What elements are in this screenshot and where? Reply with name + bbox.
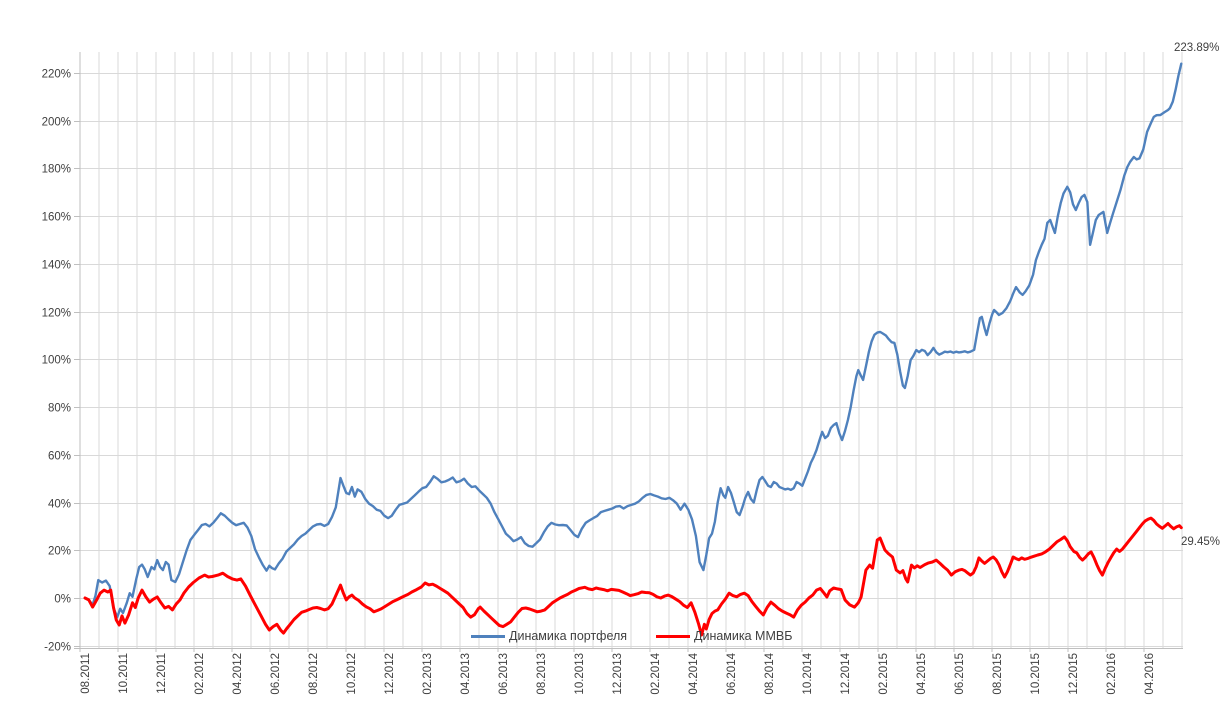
x-axis-tick-label: 08.2011 (80, 653, 92, 694)
legend-label-mmvb: Динамика ММВБ (694, 629, 793, 643)
x-axis-tick-label: 12.2013 (612, 653, 624, 695)
x-axis-tick-label: 08.2012 (308, 653, 320, 695)
legend-line-mmvb-icon (656, 634, 690, 638)
x-axis-tick-label: 04.2014 (688, 652, 700, 694)
x-axis-tick-label: 02.2013 (422, 653, 434, 695)
y-axis-tick-label: 160% (42, 212, 71, 224)
x-axis-tick-label: 06.2013 (498, 653, 510, 695)
y-axis-tick-label: 100% (42, 355, 71, 367)
portfolio-final-value-label: 223.89% (1174, 42, 1220, 54)
x-axis-tick-label: 06.2012 (270, 653, 282, 695)
x-axis-tick-label: 10.2011 (118, 653, 130, 694)
x-axis-tick-label: 04.2016 (1144, 653, 1156, 695)
y-axis-tick-label: 220% (42, 69, 71, 81)
y-axis-tick-label: 120% (42, 308, 71, 320)
series-line-portfolio[interactable] (83, 62, 1183, 619)
x-axis-tick-label: 10.2013 (574, 653, 586, 695)
x-axis-tick-label: 02.2012 (194, 653, 206, 695)
x-axis-tick-label: 10.2015 (1030, 653, 1042, 695)
y-axis-tick-label: -20% (44, 642, 71, 654)
x-axis-tick-label: 04.2015 (916, 653, 928, 695)
x-axis-tick-label: 08.2013 (536, 653, 548, 695)
y-axis-tick-label: 140% (42, 260, 71, 272)
x-axis-tick-label: 08.2014 (764, 652, 776, 694)
y-axis-tick-label: 60% (48, 451, 71, 463)
x-axis-tick-label: 12.2012 (384, 653, 396, 695)
x-axis-tick-label: 02.2015 (878, 653, 890, 695)
x-axis-tick-label: 10.2014 (802, 652, 814, 694)
mmvb-final-value-label: 29.45% (1181, 536, 1221, 548)
x-axis-tick-label: 12.2011 (156, 653, 168, 694)
y-axis-tick-label: 80% (48, 403, 71, 415)
legend-item-portfolio[interactable]: Динамика портфеля (471, 628, 627, 644)
x-axis-tick-label: 12.2015 (1068, 653, 1080, 695)
y-axis-tick-label: 20% (48, 546, 71, 558)
legend-item-mmvb[interactable]: Динамика ММВБ (656, 628, 792, 644)
x-axis-tick-label: 02.2016 (1106, 653, 1118, 695)
x-axis-tick-label: 04.2012 (232, 653, 244, 695)
x-axis-tick-label: 04.2013 (460, 653, 472, 695)
y-axis-tick-label: 40% (48, 499, 71, 511)
series-line-mmvb[interactable] (83, 516, 1183, 637)
x-axis-tick-label: 10.2012 (346, 653, 358, 695)
legend-line-portfolio-icon (471, 634, 505, 638)
y-axis-tick-label: 180% (42, 164, 71, 176)
x-axis-tick-label: 02.2014 (650, 652, 662, 694)
x-axis-tick-label: 12.2014 (840, 652, 852, 694)
legend-label-portfolio: Динамика портфеля (509, 629, 628, 643)
y-axis-tick-label: 200% (42, 117, 71, 129)
x-axis-tick-label: 06.2014 (726, 652, 738, 694)
y-axis-tick-label: 0% (54, 594, 71, 606)
x-axis-tick-label: 06.2015 (954, 653, 966, 695)
x-axis-tick-label: 08.2015 (992, 653, 1004, 695)
